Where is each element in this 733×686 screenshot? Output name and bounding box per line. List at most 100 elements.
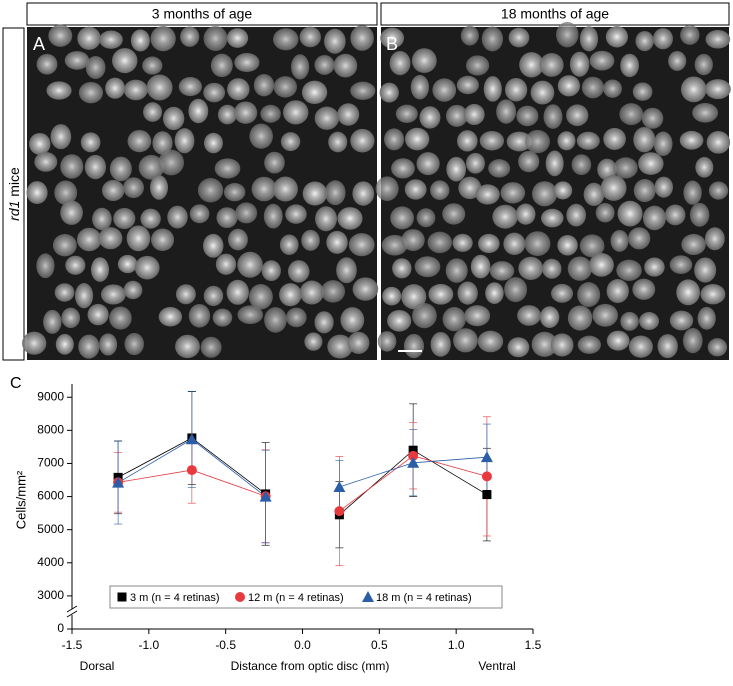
nucleus	[138, 154, 164, 180]
nucleus	[404, 179, 427, 200]
nucleus	[628, 335, 653, 358]
nucleus	[279, 283, 302, 307]
nucleus	[328, 131, 348, 153]
nucleus	[203, 132, 223, 154]
nucleus	[54, 180, 78, 205]
nucleus	[92, 207, 112, 231]
x-end-label: Ventral	[478, 659, 515, 673]
nucleus	[261, 260, 281, 281]
nucleus	[542, 258, 562, 279]
nucleus	[619, 103, 644, 126]
nucleus	[248, 284, 273, 310]
nucleus	[109, 306, 132, 330]
nucleus	[321, 280, 346, 303]
nucleus	[178, 77, 202, 97]
nucleus	[235, 202, 258, 224]
nucleus	[707, 338, 728, 357]
nucleus	[543, 104, 563, 129]
y-tick-label: 4000	[37, 555, 64, 569]
nucleus	[78, 81, 104, 104]
header-box	[26, 2, 378, 26]
nucleus	[550, 333, 574, 357]
row-label: rd1 mice	[6, 167, 22, 221]
nucleus	[123, 79, 148, 101]
nucleus	[458, 176, 482, 200]
nucleus	[377, 331, 397, 352]
nucleus	[337, 103, 360, 126]
nucleus	[175, 284, 196, 305]
nucleus	[50, 124, 72, 150]
axis-break-gap	[66, 609, 78, 615]
nucleus	[569, 51, 590, 77]
marker	[112, 476, 125, 488]
nucleus	[99, 30, 123, 49]
nucleus	[460, 25, 479, 46]
nucleus	[130, 29, 150, 52]
nucleus	[99, 333, 118, 356]
nucleus	[203, 25, 228, 51]
nucleus	[657, 334, 678, 359]
nucleus	[34, 151, 58, 172]
nucleus	[581, 76, 605, 99]
nucleus	[78, 334, 100, 359]
nucleus	[98, 227, 123, 250]
marker	[333, 480, 346, 492]
nucleus	[203, 285, 224, 307]
x-tick-label: 0.0	[294, 638, 311, 652]
nucleus	[545, 150, 564, 177]
nucleus	[55, 333, 74, 355]
nucleus	[704, 227, 725, 251]
legend-label: 3 m (n = 4 retinas)	[130, 592, 220, 604]
nucleus	[77, 26, 101, 50]
nucleus	[620, 311, 639, 331]
nucleus	[557, 234, 578, 256]
nucleus	[571, 154, 592, 176]
nucleus	[264, 151, 285, 174]
nucleus	[557, 75, 581, 97]
axis-break	[66, 610, 78, 618]
nucleus	[566, 203, 587, 227]
legend-label: 12 m (n = 4 retinas)	[248, 592, 344, 604]
nucleus	[519, 52, 544, 78]
marker	[235, 592, 245, 602]
nucleus	[48, 24, 73, 47]
nucleus	[641, 107, 664, 129]
nucleus	[679, 130, 704, 150]
y-tick-label: 3000	[37, 588, 64, 602]
nucleus	[84, 154, 107, 180]
nucleus	[387, 309, 412, 332]
nucleus	[264, 307, 287, 333]
nucleus	[123, 280, 143, 300]
nucleus	[287, 260, 310, 283]
nucleus	[279, 234, 299, 255]
legend-box	[109, 585, 503, 609]
nucleus	[117, 254, 138, 274]
nucleus	[263, 203, 283, 229]
nucleus	[530, 80, 555, 105]
nucleus	[227, 78, 250, 101]
nucleus	[518, 256, 544, 280]
nucleus	[589, 253, 614, 277]
nucleus	[692, 102, 719, 123]
nucleus	[477, 330, 504, 353]
x-tick-label: 0.5	[371, 638, 388, 652]
nucleus	[188, 303, 211, 328]
nucleus	[214, 158, 241, 179]
nucleus	[188, 98, 209, 124]
nucleus	[216, 207, 238, 229]
nucleus	[610, 229, 629, 252]
nucleus	[504, 277, 528, 303]
header-box	[380, 2, 730, 26]
nucleus	[541, 208, 564, 228]
nucleus	[531, 331, 558, 357]
nucleus	[228, 228, 248, 251]
nucleus	[470, 254, 491, 279]
nucleus	[283, 100, 309, 125]
nucleus	[158, 306, 183, 327]
nucleus	[589, 50, 615, 71]
nucleus	[46, 81, 72, 100]
nucleus	[492, 204, 518, 229]
series-line	[118, 455, 488, 512]
nucleus	[576, 131, 600, 150]
